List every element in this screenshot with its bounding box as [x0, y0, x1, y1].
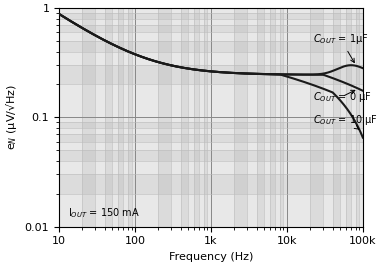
Bar: [59, 41, 363, 52]
Bar: [310, 8, 323, 227]
Bar: [123, 8, 128, 227]
Bar: [355, 8, 359, 227]
Text: $C_{OUT}$ = 1μF: $C_{OUT}$ = 1μF: [313, 32, 368, 63]
Bar: [171, 8, 181, 227]
Bar: [270, 8, 275, 227]
Bar: [351, 8, 355, 227]
Bar: [158, 8, 171, 227]
Bar: [247, 8, 257, 227]
Bar: [59, 194, 363, 227]
Bar: [323, 8, 333, 227]
Bar: [59, 117, 363, 122]
Bar: [211, 8, 234, 227]
Bar: [59, 134, 363, 142]
Bar: [283, 8, 287, 227]
Bar: [59, 19, 363, 25]
Bar: [59, 32, 363, 41]
Bar: [287, 8, 310, 227]
Bar: [194, 8, 199, 227]
Bar: [82, 8, 95, 227]
Bar: [59, 122, 363, 128]
Bar: [59, 142, 363, 150]
Bar: [59, 150, 363, 161]
Bar: [59, 13, 363, 19]
Bar: [59, 8, 82, 227]
Text: $C_{OUT}$ = 0 μF: $C_{OUT}$ = 0 μF: [313, 90, 372, 103]
Bar: [280, 8, 283, 227]
Bar: [275, 8, 280, 227]
Bar: [257, 8, 264, 227]
Bar: [234, 8, 247, 227]
Bar: [264, 8, 270, 227]
Bar: [118, 8, 123, 227]
Bar: [112, 8, 118, 227]
Bar: [59, 8, 363, 13]
Bar: [59, 161, 363, 174]
X-axis label: Frequency (Hz): Frequency (Hz): [169, 252, 253, 262]
Bar: [333, 8, 340, 227]
Bar: [128, 8, 131, 227]
Bar: [105, 8, 112, 227]
Bar: [340, 8, 346, 227]
Y-axis label: e$_N$ (μV/√Hz): e$_N$ (μV/√Hz): [4, 84, 19, 150]
Bar: [131, 8, 135, 227]
Bar: [181, 8, 188, 227]
Text: $C_{OUT}$ = 10 μF: $C_{OUT}$ = 10 μF: [313, 113, 378, 130]
Bar: [346, 8, 351, 227]
Bar: [59, 174, 363, 194]
Bar: [199, 8, 204, 227]
Bar: [135, 8, 158, 227]
Bar: [95, 8, 105, 227]
Bar: [188, 8, 194, 227]
Bar: [359, 8, 363, 227]
Text: I$_{OUT}$ = 150 mA: I$_{OUT}$ = 150 mA: [68, 206, 140, 220]
Bar: [59, 65, 363, 85]
Bar: [59, 25, 363, 32]
Bar: [59, 52, 363, 65]
Bar: [204, 8, 208, 227]
Bar: [59, 128, 363, 134]
Bar: [59, 85, 363, 117]
Bar: [208, 8, 211, 227]
